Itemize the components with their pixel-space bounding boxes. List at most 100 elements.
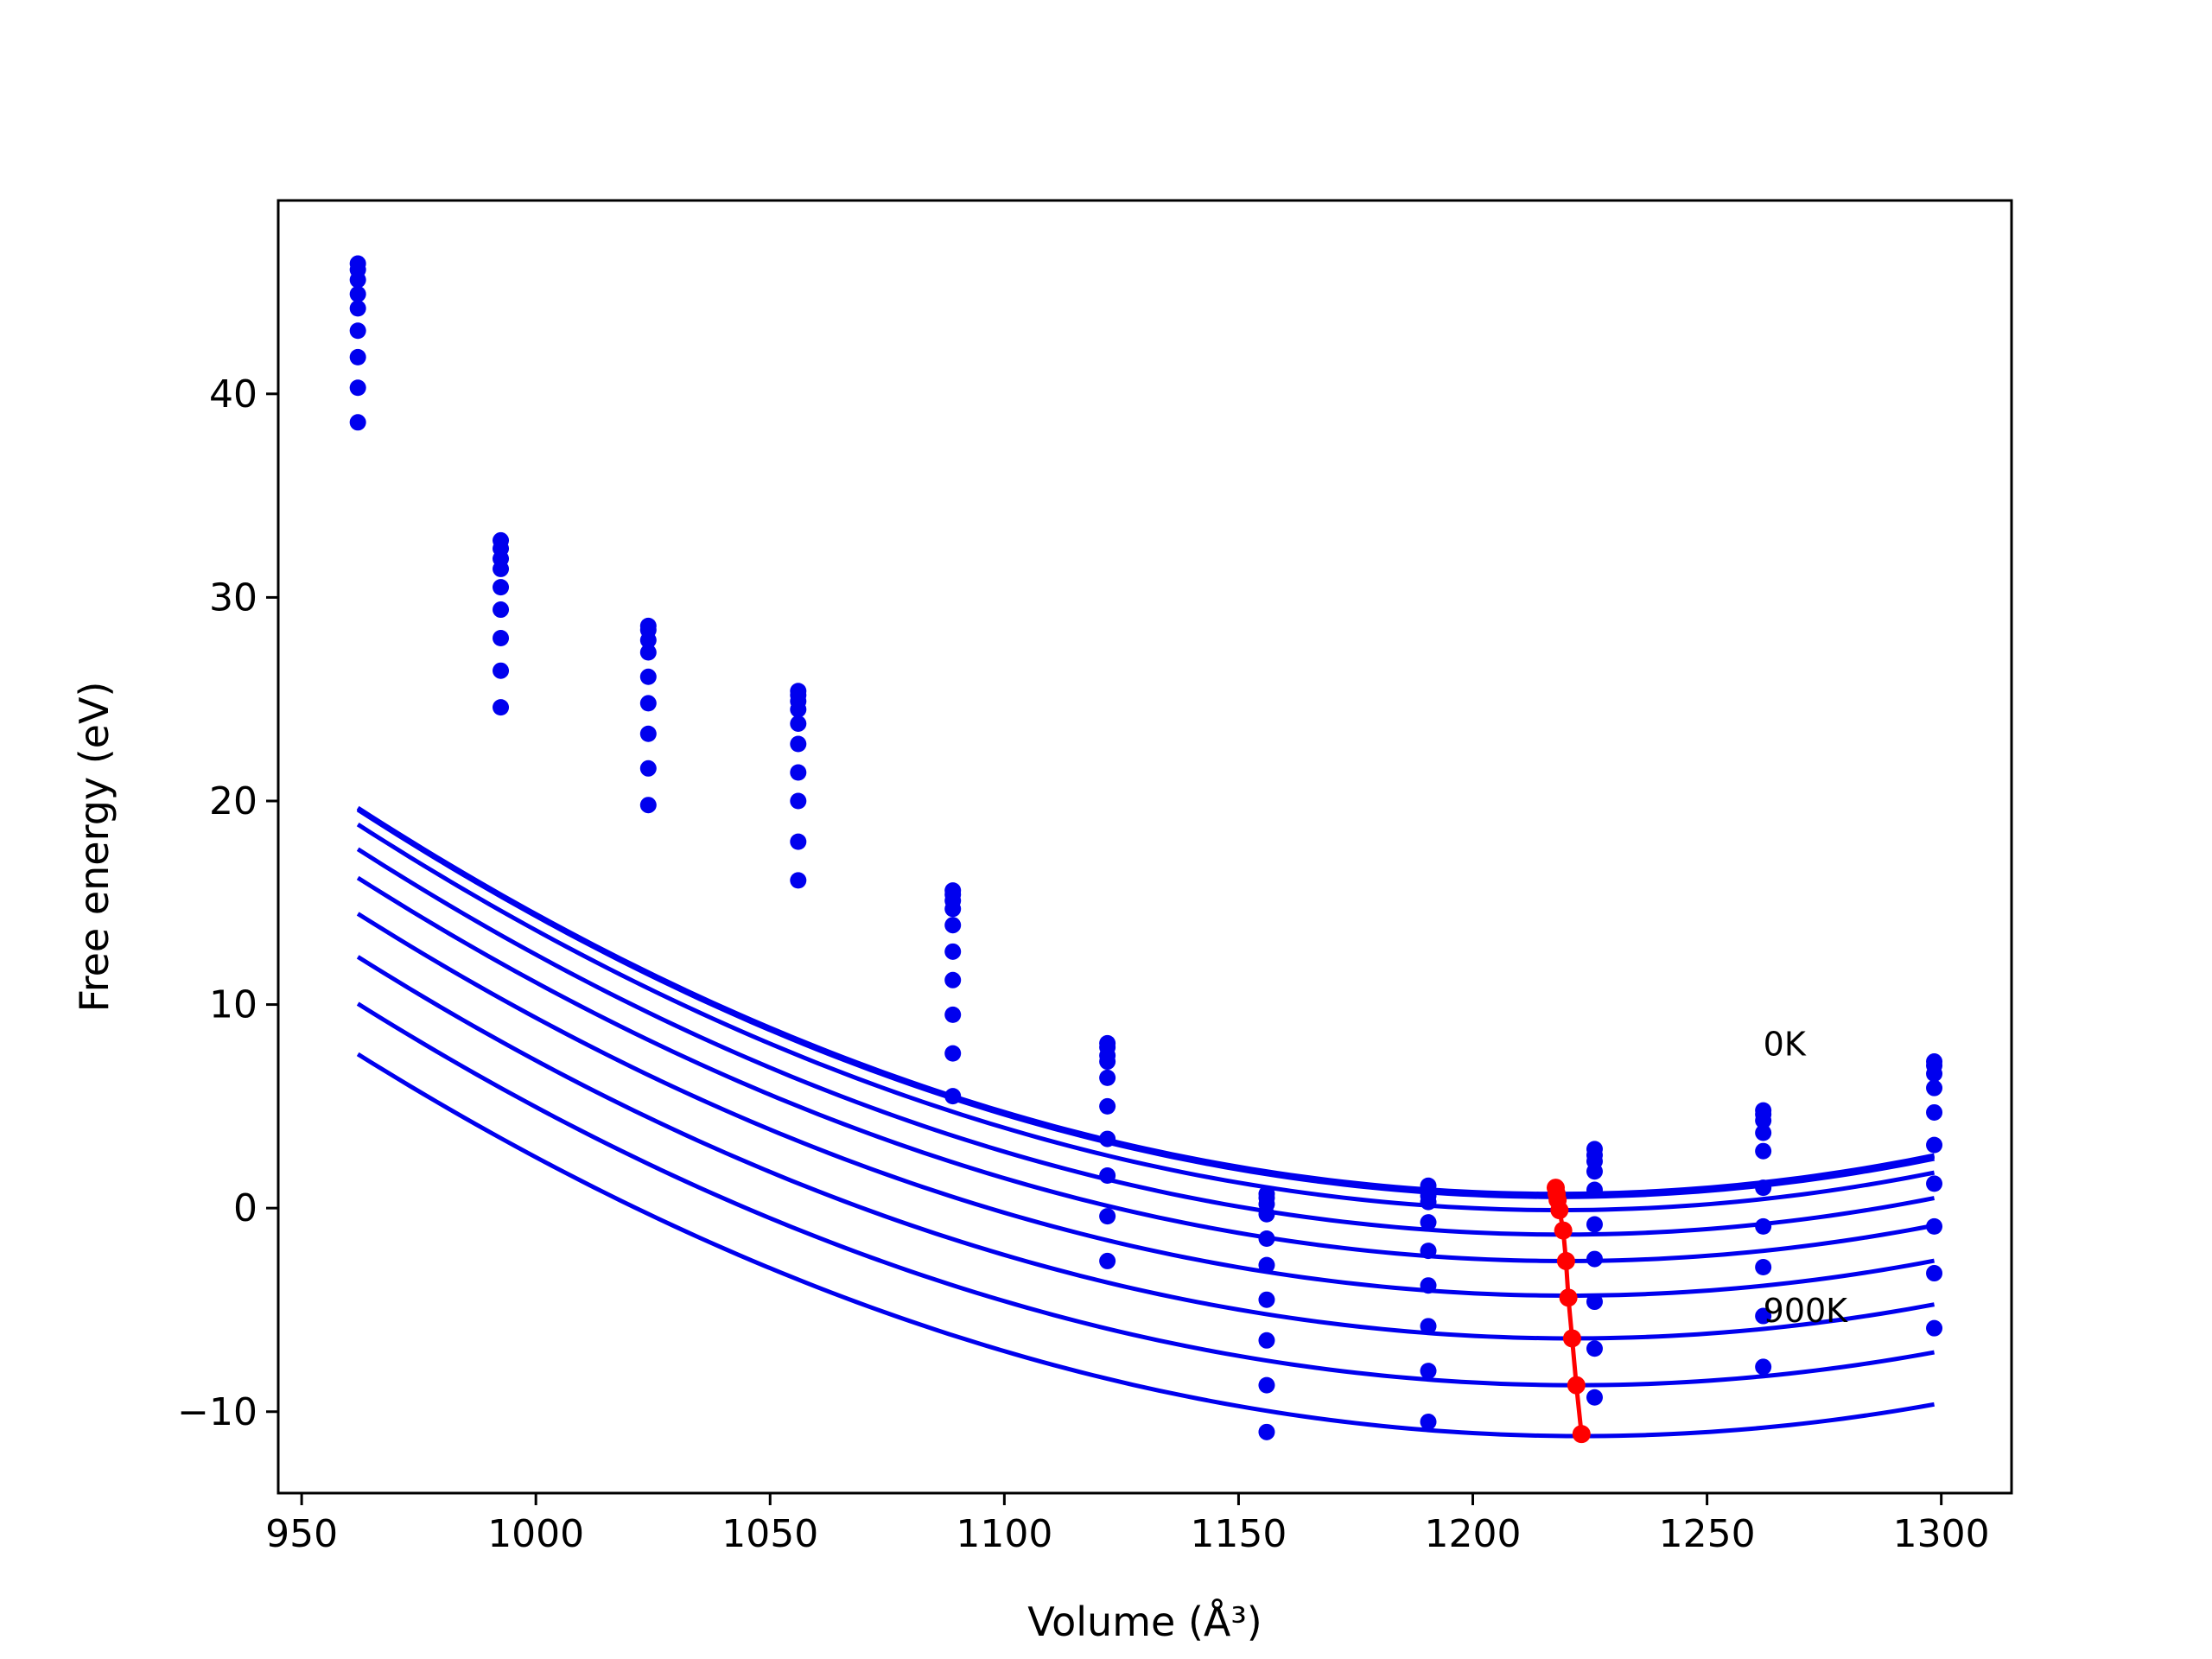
minimum-trace xyxy=(1546,1179,1591,1444)
data-point xyxy=(1258,1376,1275,1394)
data-point xyxy=(1258,1230,1275,1248)
x-tick-label: 1200 xyxy=(1425,1512,1522,1556)
fit-curve xyxy=(356,875,1936,1263)
minimum-point xyxy=(1572,1425,1591,1444)
data-point xyxy=(1755,1142,1772,1160)
data-point xyxy=(1099,1053,1116,1071)
data-point xyxy=(790,701,807,718)
data-point xyxy=(944,971,962,988)
data-point xyxy=(1755,1217,1772,1235)
data-point xyxy=(1420,1363,1437,1380)
data-point xyxy=(1099,1208,1116,1225)
plot-frame xyxy=(276,199,2013,1495)
data-point xyxy=(944,900,962,918)
data-point xyxy=(639,797,657,814)
data-point xyxy=(1755,1307,1772,1325)
data-point xyxy=(1099,1252,1116,1269)
minimum-point xyxy=(1559,1288,1578,1307)
data-point xyxy=(639,725,657,742)
data-point xyxy=(1755,1124,1772,1141)
data-point xyxy=(1586,1250,1603,1268)
data-point xyxy=(1755,1258,1772,1275)
y-tick-label: 40 xyxy=(209,372,257,416)
data-point xyxy=(1258,1332,1275,1349)
data-point xyxy=(944,917,962,934)
data-point xyxy=(493,699,510,716)
minimum-point xyxy=(1567,1376,1586,1395)
data-point xyxy=(790,833,807,850)
fit-curve xyxy=(356,912,1935,1298)
minimum-point xyxy=(1562,1329,1581,1348)
data-point xyxy=(349,271,366,289)
y-tick-label: 10 xyxy=(209,983,257,1027)
data-point xyxy=(1586,1294,1603,1311)
fit-curve xyxy=(356,955,1935,1341)
y-axis-label: Free energy (eV) xyxy=(71,682,118,1013)
fit-curve xyxy=(356,1052,1935,1439)
y-tick-label: −10 xyxy=(177,1390,257,1434)
data-point xyxy=(1420,1193,1437,1211)
data-point xyxy=(1420,1318,1437,1335)
data-point xyxy=(790,872,807,889)
data-point xyxy=(639,760,657,777)
data-point xyxy=(1755,1358,1772,1376)
data-point xyxy=(1099,1130,1116,1147)
data-point xyxy=(790,735,807,753)
data-point xyxy=(1099,1166,1116,1184)
minimum-point xyxy=(1554,1221,1573,1240)
data-point xyxy=(1420,1243,1437,1260)
data-point xyxy=(1586,1216,1603,1233)
data-point xyxy=(1926,1265,1943,1282)
data-point xyxy=(639,695,657,712)
x-tick-label: 1150 xyxy=(1190,1512,1287,1556)
data-point xyxy=(493,579,510,596)
data-point xyxy=(349,300,366,317)
x-tick-label: 950 xyxy=(265,1512,338,1556)
data-point xyxy=(944,1088,962,1105)
data-points xyxy=(349,255,1943,1440)
data-point xyxy=(1420,1214,1437,1231)
fit-curves xyxy=(356,805,1936,1439)
data-point xyxy=(944,1045,962,1062)
data-point xyxy=(1926,1217,1943,1235)
data-point xyxy=(493,601,510,619)
x-axis-ticks: 950 1000 1050 1100 1150 1200 1250 1300 xyxy=(265,1493,1990,1556)
data-point xyxy=(1926,1175,1943,1192)
y-tick-label: 0 xyxy=(233,1186,257,1230)
fit-curve xyxy=(356,847,1936,1237)
annotations: 0K 900K xyxy=(1764,1025,1849,1330)
annotation-label: 0K xyxy=(1764,1025,1807,1063)
data-point xyxy=(1755,1179,1772,1197)
x-tick-label: 1100 xyxy=(956,1512,1052,1556)
fit-curve xyxy=(356,1001,1935,1388)
x-tick-label: 1250 xyxy=(1659,1512,1756,1556)
data-point xyxy=(1258,1256,1275,1274)
data-point xyxy=(1420,1414,1437,1431)
data-point xyxy=(944,943,962,960)
data-point xyxy=(1258,1423,1275,1440)
fit-curve xyxy=(356,808,1936,1199)
data-point xyxy=(349,322,366,340)
data-point xyxy=(1586,1340,1603,1357)
data-point xyxy=(1258,1205,1275,1223)
data-point xyxy=(1926,1319,1943,1337)
data-point xyxy=(1258,1291,1275,1308)
fit-curve xyxy=(356,823,1936,1213)
data-point xyxy=(1420,1277,1437,1294)
data-point xyxy=(639,644,657,661)
x-tick-label: 1000 xyxy=(487,1512,584,1556)
data-point xyxy=(493,662,510,679)
data-point xyxy=(349,285,366,302)
data-point xyxy=(1926,1079,1943,1096)
x-axis-label: Volume (Å³) xyxy=(1027,1599,1262,1645)
annotation-label: 900K xyxy=(1764,1292,1849,1330)
data-point xyxy=(790,764,807,781)
y-tick-label: 30 xyxy=(209,575,257,620)
data-point xyxy=(493,560,510,577)
data-point xyxy=(944,1006,962,1023)
data-point xyxy=(1926,1136,1943,1154)
data-point xyxy=(1755,1112,1772,1129)
data-point xyxy=(1099,1097,1116,1115)
x-tick-label: 1050 xyxy=(721,1512,818,1556)
